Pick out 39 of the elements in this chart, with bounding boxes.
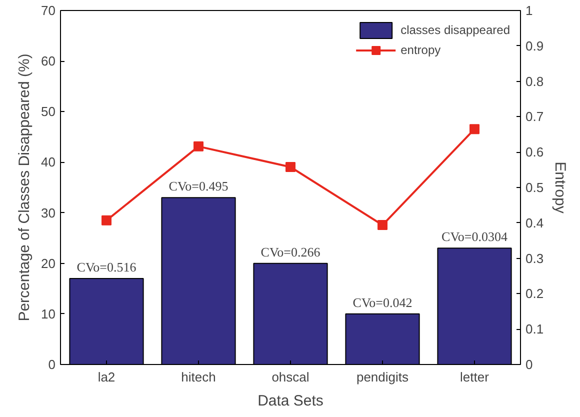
x-tick-label: letter — [460, 370, 490, 384]
y-tick-label: 20 — [41, 256, 56, 271]
point — [286, 162, 296, 172]
y2-axis-title: Entropy — [552, 162, 569, 214]
y2-tick-label: 0.6 — [526, 144, 544, 160]
legend-label: classes disappeared — [400, 23, 510, 37]
x-tick-label: ohscal — [272, 370, 310, 384]
y2-tick-label: 0.1 — [526, 322, 544, 337]
y-tick-label: 40 — [41, 154, 56, 170]
x-tick-label: la2 — [98, 370, 116, 384]
y2-tick-label: 0.4 — [526, 215, 544, 230]
y-tick-label: 30 — [41, 205, 56, 220]
annotation: CVo=0.266 — [260, 244, 321, 260]
y-tick-label: 60 — [41, 54, 56, 69]
point — [470, 124, 480, 134]
y-tick-label: 50 — [41, 104, 56, 120]
y-tick-label: 70 — [41, 3, 56, 18]
y2-tick-label: 0.2 — [526, 286, 544, 302]
y2-tick-label: 0.5 — [526, 180, 544, 195]
x-axis-title: Data Sets — [258, 392, 324, 410]
y2-tick-label: 0.8 — [526, 74, 544, 89]
x-tick-label: pendigits — [356, 370, 410, 384]
annotation: CVo=0.0304 — [442, 229, 508, 244]
y2-tick-label: 0 — [526, 357, 533, 372]
point — [102, 215, 112, 226]
y-axis-title: Percentage of Classes Disappeared (%) — [16, 54, 34, 322]
y2-tick-label: 0.7 — [526, 109, 544, 124]
y-tick-label: 0 — [48, 357, 56, 372]
y2-tick-label: 0.9 — [526, 38, 544, 54]
x-tick-label: hitech — [181, 370, 216, 384]
point — [194, 141, 204, 152]
y-tick-label: 10 — [41, 306, 56, 322]
y2-tick-label: 0.3 — [526, 250, 544, 266]
legend-label: entropy — [400, 43, 441, 57]
annotation: CVo=0.495 — [168, 178, 228, 194]
annotation: CVo=0.516 — [76, 260, 137, 275]
y2-tick-label: 1 — [526, 3, 533, 18]
point — [378, 220, 388, 230]
annotation: CVo=0.042 — [352, 294, 412, 310]
